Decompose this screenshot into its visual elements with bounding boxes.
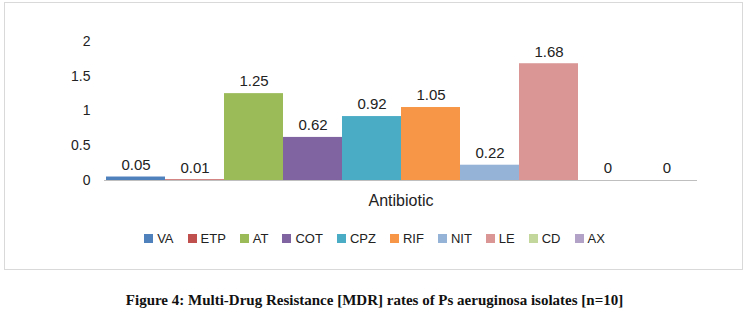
- svg-text:0.92: 0.92: [357, 95, 386, 112]
- svg-text:0.5: 0.5: [71, 137, 91, 153]
- svg-text:0.62: 0.62: [298, 116, 327, 133]
- svg-text:1.05: 1.05: [416, 86, 445, 103]
- svg-text:0: 0: [604, 159, 612, 176]
- svg-text:0: 0: [663, 159, 671, 176]
- svg-text:1.25: 1.25: [239, 72, 268, 89]
- svg-text:0.01: 0.01: [180, 159, 209, 176]
- html-text:Figure 4: Multi-Drug Resistanc: Figure 4: Multi-Drug Resistance [MDR] ra…: [125, 292, 624, 308]
- html-text:ETP: ETP: [200, 231, 226, 246]
- html-text:AX: AX: [587, 231, 605, 246]
- html-text:AT: AT: [252, 231, 269, 246]
- svg-text:1.68: 1.68: [534, 43, 563, 60]
- html-text:NIT: NIT: [450, 231, 472, 246]
- svg-text:2: 2: [83, 33, 91, 49]
- html-text:LE: LE: [498, 231, 515, 246]
- html-text:CPZ: CPZ: [349, 231, 376, 246]
- svg-text:1: 1: [83, 102, 91, 118]
- svg-text:Antibiotic: Antibiotic: [369, 192, 434, 209]
- html-text:VA: VA: [157, 231, 174, 246]
- html-text:RIF: RIF: [402, 231, 424, 246]
- svg-text:0.22: 0.22: [475, 144, 504, 161]
- svg-text:0: 0: [83, 172, 91, 188]
- html-text:CD: CD: [541, 231, 561, 246]
- html-text:COT: COT: [295, 231, 323, 246]
- svg-text:1.5: 1.5: [71, 68, 91, 84]
- svg-text:0.05: 0.05: [121, 156, 150, 173]
